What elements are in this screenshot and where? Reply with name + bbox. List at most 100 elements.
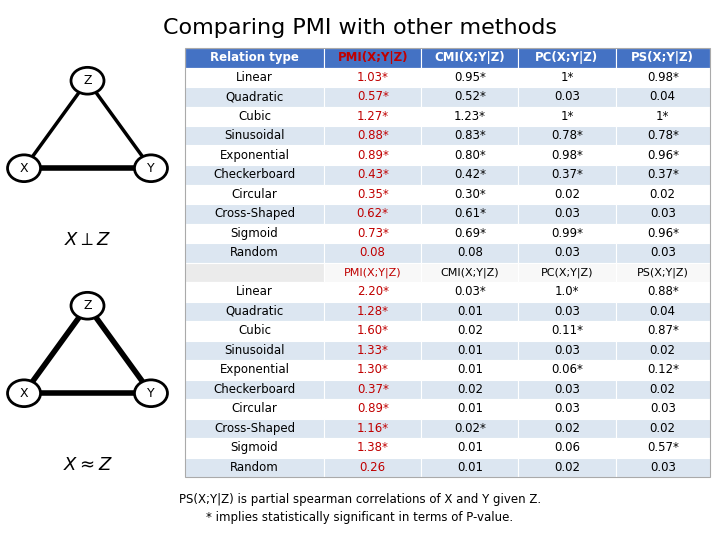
Text: Checkerboard: Checkerboard — [213, 383, 296, 396]
Text: 0.96*: 0.96* — [647, 148, 679, 162]
Text: 1.60*: 1.60* — [356, 324, 389, 338]
Text: PC(X;Y|Z): PC(X;Y|Z) — [541, 267, 593, 278]
Text: Exponential: Exponential — [220, 363, 289, 376]
Text: Quadratic: Quadratic — [225, 305, 284, 318]
Text: 1.03*: 1.03* — [356, 71, 389, 84]
Text: 0.62*: 0.62* — [356, 207, 389, 220]
Text: 0.02: 0.02 — [554, 422, 580, 435]
Text: 0.02: 0.02 — [456, 324, 483, 338]
Text: 0.35*: 0.35* — [357, 188, 389, 201]
Text: 0.02: 0.02 — [456, 383, 483, 396]
Text: * implies statistically significant in terms of P-value.: * implies statistically significant in t… — [207, 511, 513, 524]
Text: 0.01: 0.01 — [456, 344, 483, 357]
Text: 0.01: 0.01 — [456, 461, 483, 474]
Text: Cubic: Cubic — [238, 324, 271, 338]
Text: 0.03: 0.03 — [554, 246, 580, 259]
Circle shape — [7, 155, 40, 181]
Text: 0.03: 0.03 — [554, 344, 580, 357]
Text: PC(X;Y|Z): PC(X;Y|Z) — [536, 51, 598, 64]
Text: 0.43*: 0.43* — [356, 168, 389, 181]
Text: 0.03: 0.03 — [554, 383, 580, 396]
Text: 0.11*: 0.11* — [551, 324, 583, 338]
Text: 0.26: 0.26 — [359, 461, 386, 474]
Text: Cubic: Cubic — [238, 110, 271, 123]
Text: 1.27*: 1.27* — [356, 110, 389, 123]
Text: Sigmoid: Sigmoid — [230, 227, 279, 240]
Text: 0.98*: 0.98* — [647, 71, 679, 84]
Text: Exponential: Exponential — [220, 148, 289, 162]
Circle shape — [71, 292, 104, 319]
Circle shape — [7, 380, 40, 407]
Text: Circular: Circular — [232, 188, 277, 201]
Text: Sinusoidal: Sinusoidal — [225, 344, 285, 357]
Text: 0.03: 0.03 — [650, 246, 675, 259]
Text: 0.03: 0.03 — [650, 461, 675, 474]
Text: Z: Z — [84, 299, 91, 312]
Circle shape — [71, 68, 104, 94]
Text: 0.12*: 0.12* — [647, 363, 679, 376]
Text: 0.80*: 0.80* — [454, 148, 486, 162]
Text: 0.88*: 0.88* — [357, 129, 389, 142]
Text: 0.83*: 0.83* — [454, 129, 486, 142]
Text: 0.37*: 0.37* — [356, 383, 389, 396]
Text: 0.95*: 0.95* — [454, 71, 486, 84]
Text: 0.98*: 0.98* — [551, 148, 583, 162]
Text: PS(X;Y|Z) is partial spearman correlations of X and Y given Z.: PS(X;Y|Z) is partial spearman correlatio… — [179, 494, 541, 507]
Text: Y: Y — [147, 387, 155, 400]
Text: 0.01: 0.01 — [456, 363, 483, 376]
Text: Cross-Shaped: Cross-Shaped — [214, 207, 295, 220]
Text: $X \approx Z$: $X \approx Z$ — [63, 456, 113, 474]
Text: 1.30*: 1.30* — [356, 363, 389, 376]
Text: 0.01: 0.01 — [456, 305, 483, 318]
Text: PMI(X;Y|Z): PMI(X;Y|Z) — [338, 51, 408, 64]
Text: CMI(X;Y|Z): CMI(X;Y|Z) — [441, 267, 499, 278]
Text: 0.42*: 0.42* — [454, 168, 486, 181]
Text: 0.01: 0.01 — [456, 441, 483, 454]
Text: 0.02: 0.02 — [649, 383, 676, 396]
Text: 0.02: 0.02 — [554, 188, 580, 201]
Text: 0.02: 0.02 — [649, 422, 676, 435]
Text: 0.03: 0.03 — [554, 90, 580, 103]
Text: 0.06*: 0.06* — [551, 363, 583, 376]
Text: 0.89*: 0.89* — [356, 402, 389, 415]
Text: 0.37*: 0.37* — [551, 168, 583, 181]
Text: PMI(X;Y|Z): PMI(X;Y|Z) — [344, 267, 402, 278]
Text: 0.73*: 0.73* — [356, 227, 389, 240]
Text: 0.02: 0.02 — [649, 188, 676, 201]
Text: 0.96*: 0.96* — [647, 227, 679, 240]
Text: 1.33*: 1.33* — [356, 344, 389, 357]
Circle shape — [135, 380, 168, 407]
Text: 0.87*: 0.87* — [647, 324, 679, 338]
Text: 1.23*: 1.23* — [454, 110, 486, 123]
Text: Y: Y — [147, 162, 155, 175]
Text: 0.02: 0.02 — [554, 461, 580, 474]
Text: 0.78*: 0.78* — [647, 129, 679, 142]
Text: Sigmoid: Sigmoid — [230, 441, 279, 454]
Text: Checkerboard: Checkerboard — [213, 168, 296, 181]
Text: Sinusoidal: Sinusoidal — [225, 129, 285, 142]
Text: 0.03: 0.03 — [554, 207, 580, 220]
Text: 1*: 1* — [656, 110, 670, 123]
Text: 0.04: 0.04 — [649, 90, 676, 103]
Text: 0.57*: 0.57* — [356, 90, 389, 103]
Text: 0.03: 0.03 — [554, 305, 580, 318]
Text: Random: Random — [230, 246, 279, 259]
Text: 0.03: 0.03 — [554, 402, 580, 415]
Text: 0.89*: 0.89* — [356, 148, 389, 162]
Text: 0.78*: 0.78* — [551, 129, 583, 142]
Text: X: X — [19, 162, 28, 175]
Text: 0.30*: 0.30* — [454, 188, 486, 201]
Text: 0.99*: 0.99* — [551, 227, 583, 240]
Text: 0.88*: 0.88* — [647, 285, 679, 298]
Text: 0.57*: 0.57* — [647, 441, 679, 454]
Text: 1.28*: 1.28* — [356, 305, 389, 318]
Circle shape — [135, 155, 168, 181]
Text: 0.02: 0.02 — [649, 344, 676, 357]
Text: PS(X;Y|Z): PS(X;Y|Z) — [631, 51, 694, 64]
Text: Z: Z — [84, 74, 91, 87]
Text: 0.02*: 0.02* — [454, 422, 486, 435]
Text: 0.03: 0.03 — [650, 402, 675, 415]
Text: $X \perp Z$: $X \perp Z$ — [64, 231, 112, 249]
Text: 1.16*: 1.16* — [356, 422, 389, 435]
Text: 0.69*: 0.69* — [454, 227, 486, 240]
